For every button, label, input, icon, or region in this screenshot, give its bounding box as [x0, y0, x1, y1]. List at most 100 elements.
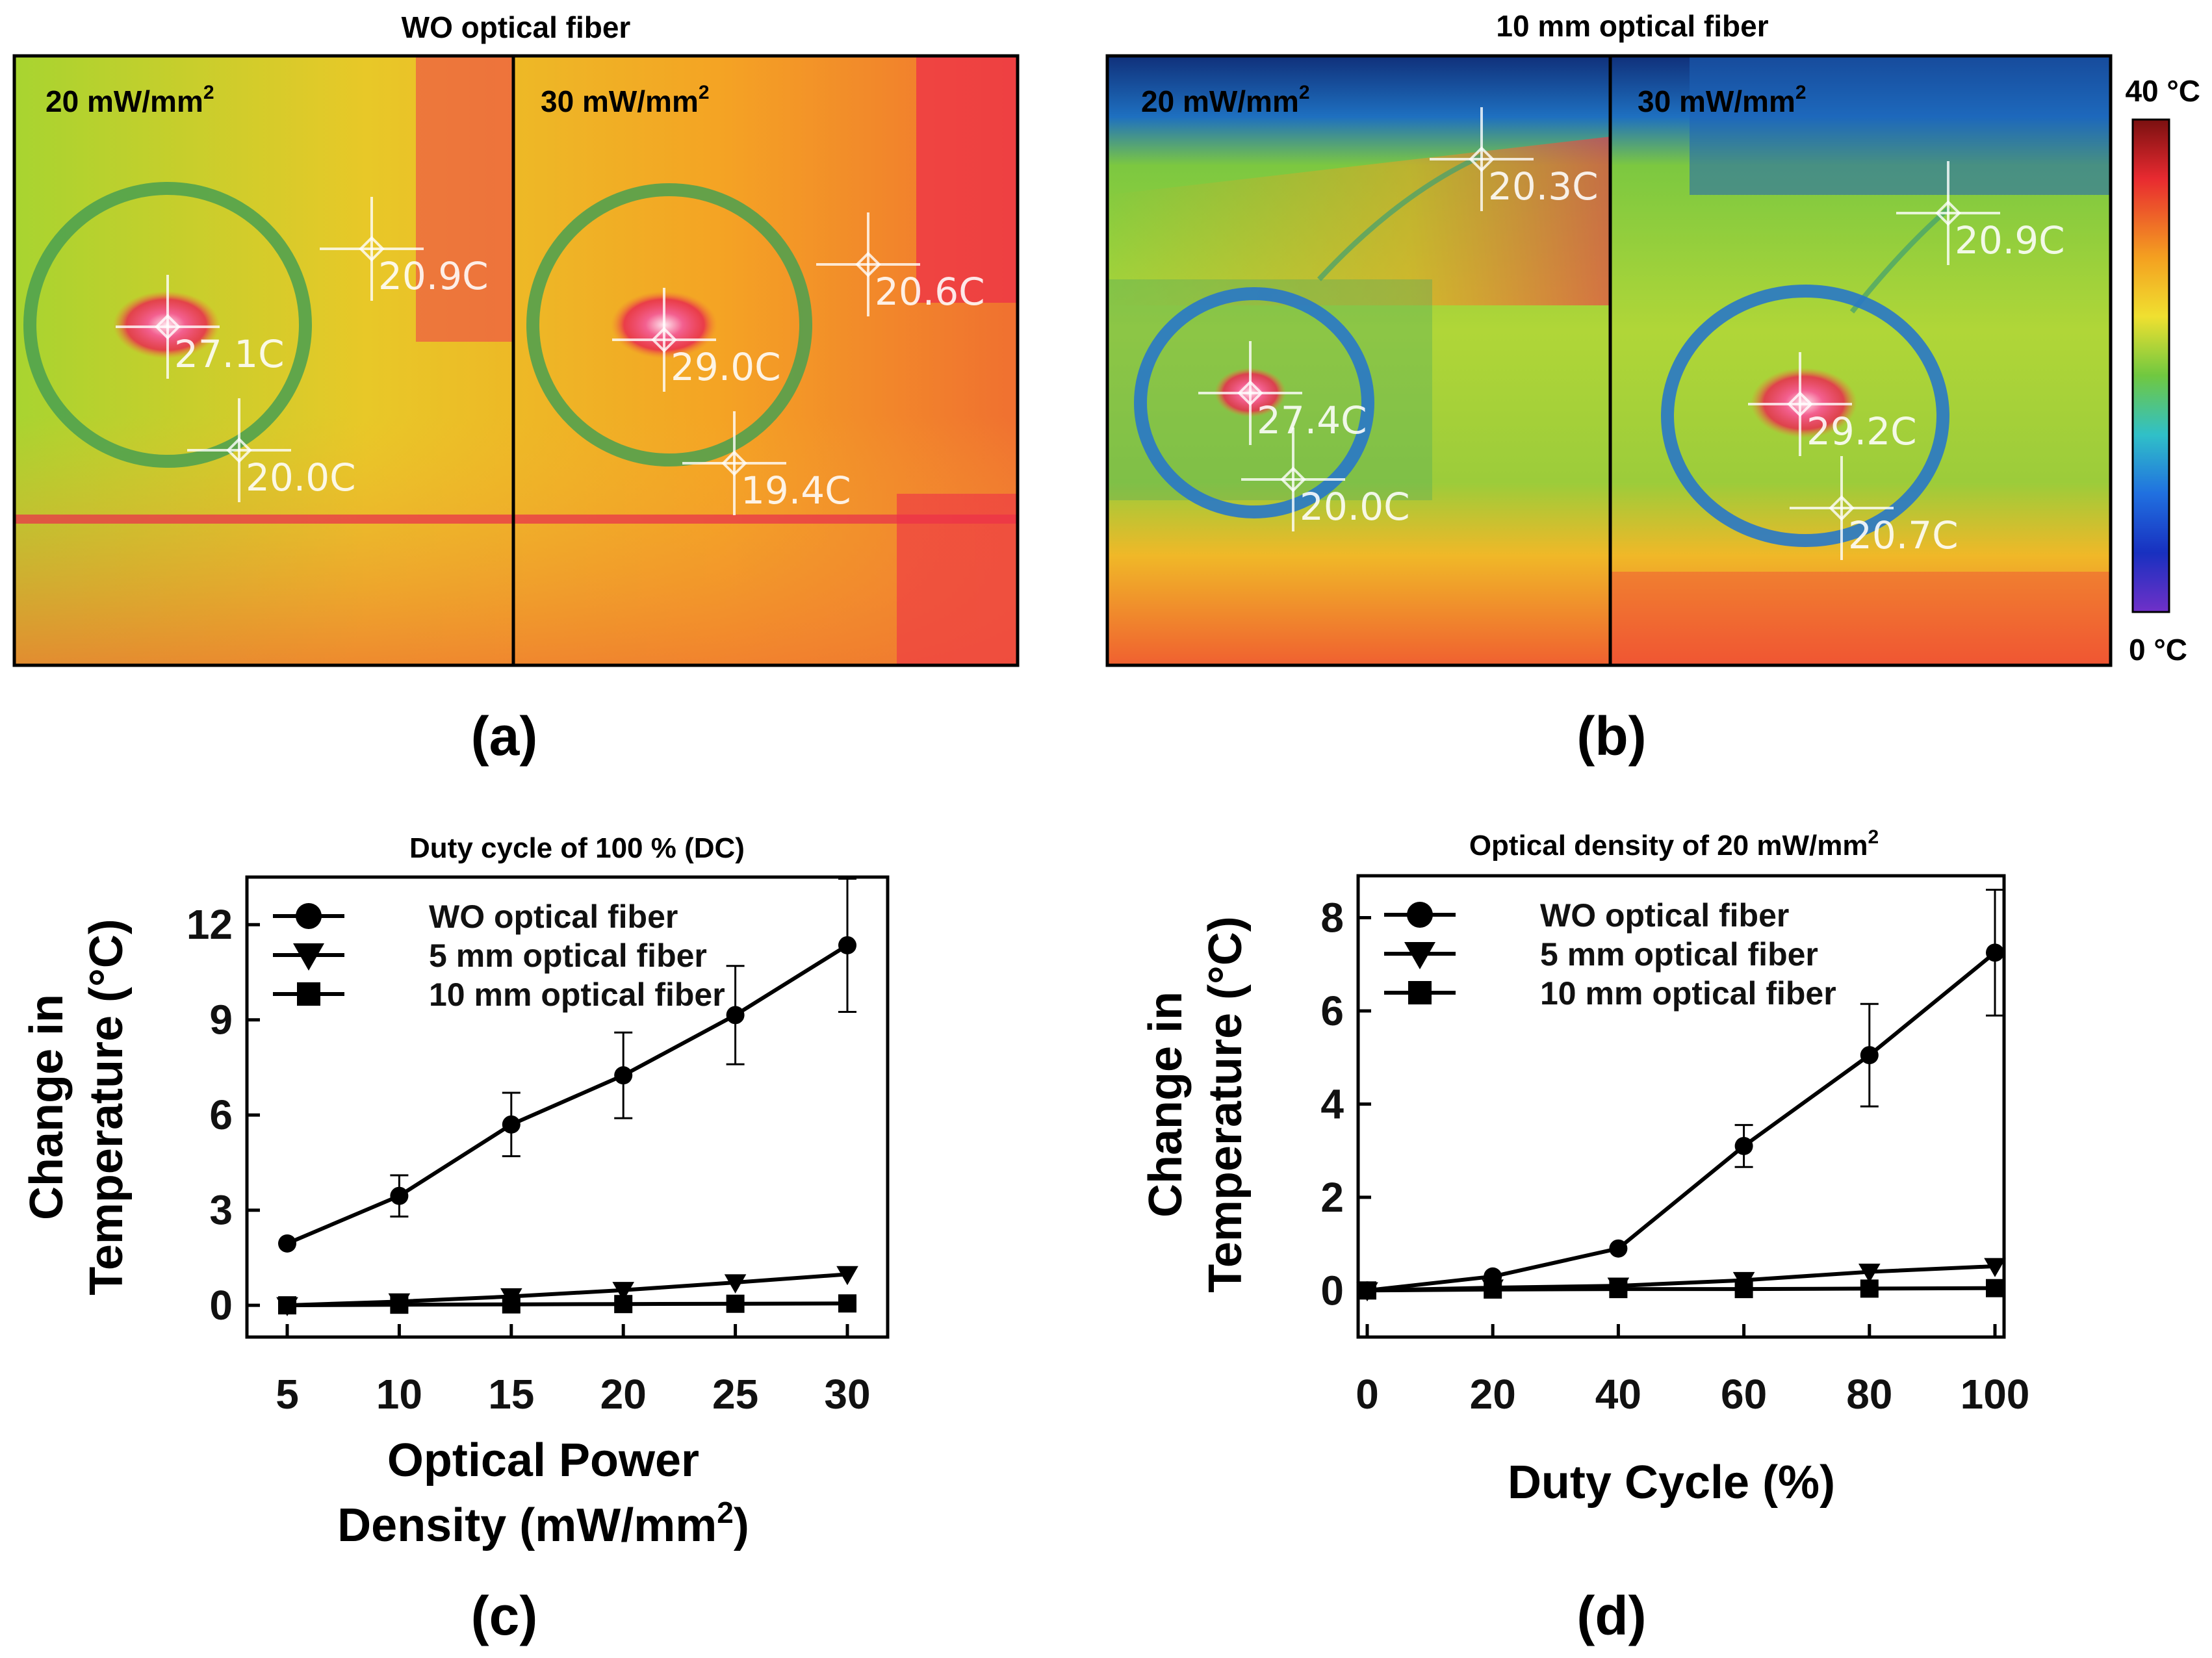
data-point — [1607, 1277, 1630, 1297]
ring-marker-a-left: 20.0C — [187, 398, 356, 502]
chart-d-ylabel-line1: Change in — [1140, 991, 1192, 1218]
panel-a-letter: (a) — [471, 706, 538, 767]
hotspot-marker-b-right-value: 29.2C — [1807, 409, 1917, 453]
y-tick-label: 6 — [209, 1091, 233, 1138]
panel-b: 10 mm optical fiber 20 mW/mm2 30 mW/mm2 … — [1105, 9, 2200, 767]
chart-c-ylabel-line1: Change in — [21, 994, 73, 1220]
data-point — [388, 1293, 411, 1313]
chart-c-title: Duty cycle of 100 % (DC) — [409, 832, 745, 864]
x-tick-label: 60 — [1721, 1371, 1767, 1418]
chart-c-xlabel-line1: Optical Power — [387, 1435, 699, 1486]
legend-marker — [1404, 942, 1435, 969]
legend-label: 5 mm optical fiber — [1540, 936, 1818, 973]
hotspot-marker-b-left-value: 27.4C — [1257, 398, 1367, 442]
data-point — [1609, 1239, 1628, 1258]
chart-d-title: Optical density of 20 mW/mm2 — [1469, 826, 1879, 861]
panel-b-letter: (b) — [1576, 706, 1646, 767]
x-tick-label: 40 — [1595, 1371, 1641, 1418]
y-tick-label: 4 — [1320, 1080, 1344, 1127]
y-tick-label: 0 — [209, 1282, 233, 1329]
legend-marker — [296, 903, 322, 929]
legend-label: 10 mm optical fiber — [1540, 975, 1836, 1012]
series-line-1 — [1367, 1264, 1996, 1293]
legend-entry: WO optical fiber — [273, 899, 678, 935]
x-tick-label: 20 — [600, 1371, 647, 1418]
legend-label: WO optical fiber — [429, 899, 678, 935]
thermal-image-a — [14, 56, 1018, 665]
background-marker-a-left-value: 20.9C — [378, 254, 489, 298]
x-tick-label: 10 — [376, 1371, 422, 1418]
x-tick-label: 20 — [1470, 1371, 1516, 1418]
data-point — [1732, 1271, 1755, 1292]
panel-b-left-intensity: 20 mW/mm2 — [1141, 82, 1310, 118]
data-point — [1986, 1279, 2004, 1297]
hotspot-marker-a-left: 27.1C — [116, 275, 285, 379]
y-tick-label: 6 — [1320, 988, 1344, 1034]
ring-marker-b-left: 20.0C — [1241, 427, 1410, 531]
chart-d-ylabel-line2: Temperature (°C) — [1200, 916, 1252, 1293]
panel-d-letter: (d) — [1576, 1585, 1646, 1646]
legend-entry: 5 mm optical fiber — [273, 937, 707, 974]
series-line-0 — [1367, 951, 1996, 1293]
data-point — [1858, 1263, 1881, 1283]
data-point — [502, 1115, 521, 1134]
y-tick-label: 3 — [209, 1187, 233, 1234]
temperature-colorbar: 40 °C 0 °C — [2125, 74, 2200, 667]
hotspot-marker-a-right-value: 29.0C — [671, 345, 781, 389]
chart-d-xlabel: Duty Cycle (%) — [1508, 1457, 1835, 1509]
legend-marker — [1407, 902, 1433, 928]
hotspot-marker-b-left: 27.4C — [1198, 341, 1367, 445]
ring-marker-a-right: 19.4C — [682, 411, 851, 515]
legend-marker — [297, 982, 320, 1006]
panel-a: WO optical fiber 20 mW/mm2 30 mW/mm2 27.… — [12, 10, 1020, 767]
data-point — [724, 1274, 747, 1294]
data-point — [726, 1294, 745, 1313]
y-tick-label: 9 — [209, 997, 233, 1043]
legend-label: WO optical fiber — [1540, 897, 1789, 934]
y-tick-label: 8 — [1320, 895, 1344, 941]
chart-c: Duty cycle of 100 % (DC) 0 3 6 9 12 5 10 15 20 25… — [21, 832, 890, 1646]
legend-label: 5 mm optical fiber — [429, 937, 707, 974]
legend-marker — [293, 943, 324, 971]
hotspot-marker-a-right: 29.0C — [612, 288, 781, 392]
panel-b-title: 10 mm optical fiber — [1496, 9, 1768, 43]
x-tick-label: 25 — [712, 1371, 758, 1418]
colorbar-max-label: 40 °C — [2125, 74, 2200, 108]
chart-c-xlabel-line2: Density (mW/mm2) — [337, 1496, 749, 1551]
ring-marker-a-right-value: 19.4C — [741, 468, 851, 513]
background-marker-b-left: 20.3C — [1430, 107, 1599, 211]
x-tick-label: 30 — [824, 1371, 870, 1418]
legend-label: 10 mm optical fiber — [429, 976, 725, 1013]
data-point — [1986, 943, 2004, 962]
panel-b-markers: 20.3C 27.4C 20.0C 20.9C 29.2C 20.7C — [1198, 107, 2065, 560]
series-line-1 — [287, 1272, 848, 1308]
ring-marker-b-right-value: 20.7C — [1848, 513, 1959, 557]
legend-entry: 10 mm optical fiber — [1384, 975, 1836, 1012]
background-marker-a-left: 20.9C — [320, 197, 489, 301]
data-point — [390, 1186, 409, 1205]
data-point — [1482, 1279, 1504, 1299]
data-point — [278, 1234, 296, 1253]
panel-a-right-intensity: 30 mW/mm2 — [541, 82, 710, 118]
x-tick-label: 15 — [488, 1371, 534, 1418]
background-marker-b-left-value: 20.3C — [1488, 164, 1599, 209]
legend-entry: WO optical fiber — [1384, 897, 1789, 934]
panel-a-left-intensity: 20 mW/mm2 — [45, 82, 214, 118]
x-tick-label: 0 — [1356, 1371, 1379, 1418]
data-point — [614, 1066, 633, 1085]
panel-a-markers: 27.1C 20.9C 20.0C 29.0C 20.6C 19.4C — [116, 197, 985, 515]
background-marker-a-right-value: 20.6C — [875, 270, 985, 314]
panel-a-title: WO optical fiber — [402, 10, 631, 44]
data-point — [1984, 1258, 2006, 1277]
chart-d-plot-frame — [1356, 874, 2006, 1339]
legend-entry: 5 mm optical fiber — [1384, 936, 1818, 973]
background-marker-b-right: 20.9C — [1896, 161, 2065, 265]
data-point — [838, 936, 856, 954]
colorbar-min-label: 0 °C — [2129, 633, 2187, 667]
hotspot-marker-a-left-value: 27.1C — [174, 332, 285, 376]
data-point — [838, 1294, 856, 1313]
data-point — [500, 1288, 522, 1308]
